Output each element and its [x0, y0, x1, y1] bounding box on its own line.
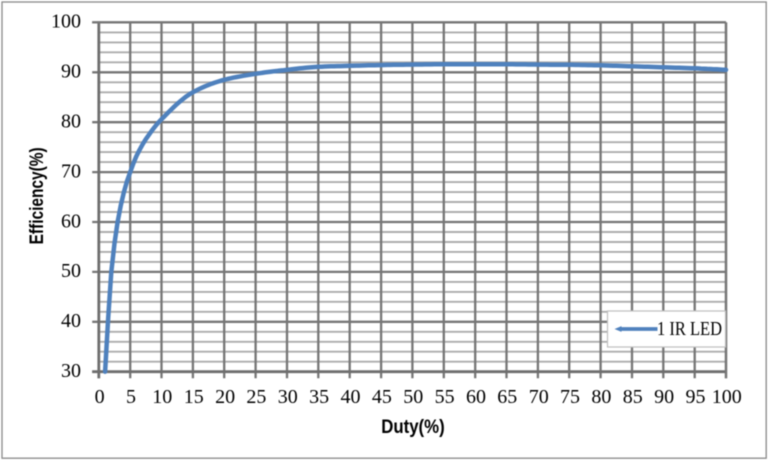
svg-text:Duty(%): Duty(%) [381, 416, 445, 438]
svg-text:80: 80 [591, 386, 611, 408]
svg-text:55: 55 [435, 386, 455, 408]
svg-text:15: 15 [184, 386, 204, 408]
svg-text:90: 90 [61, 61, 81, 83]
svg-text:20: 20 [215, 386, 235, 408]
svg-text:75: 75 [560, 386, 580, 408]
svg-text:100: 100 [712, 386, 742, 408]
svg-text:100: 100 [51, 11, 81, 33]
svg-text:50: 50 [61, 260, 81, 282]
svg-text:0: 0 [95, 386, 105, 408]
svg-text:30: 30 [278, 386, 298, 408]
svg-text:70: 70 [61, 160, 81, 182]
svg-text:95: 95 [686, 386, 706, 408]
svg-text:25: 25 [246, 386, 266, 408]
svg-text:60: 60 [61, 210, 81, 232]
svg-text:5: 5 [126, 386, 136, 408]
svg-text:40: 40 [341, 386, 361, 408]
svg-text:35: 35 [309, 386, 329, 408]
svg-text:85: 85 [623, 386, 643, 408]
svg-text:Efficiency(%): Efficiency(%) [26, 147, 48, 244]
svg-text:80: 80 [61, 111, 81, 133]
svg-text:90: 90 [654, 386, 674, 408]
svg-text:50: 50 [403, 386, 423, 408]
svg-text:30: 30 [61, 360, 81, 382]
svg-text:10: 10 [152, 386, 172, 408]
svg-text:40: 40 [61, 310, 81, 332]
svg-text:60: 60 [466, 386, 486, 408]
svg-text:45: 45 [372, 386, 392, 408]
svg-text:1 IR LED: 1 IR LED [657, 318, 722, 340]
svg-text:65: 65 [497, 386, 517, 408]
svg-text:70: 70 [529, 386, 549, 408]
